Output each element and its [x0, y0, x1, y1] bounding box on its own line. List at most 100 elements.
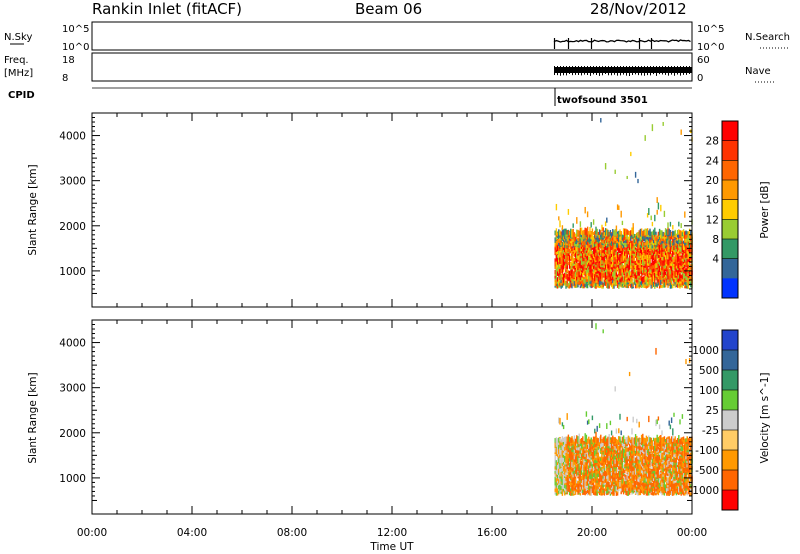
heatmap-cell [670, 437, 673, 442]
heatmap-cell [649, 488, 651, 494]
heatmap-cell [576, 452, 578, 460]
heatmap-cell [657, 448, 660, 452]
heatmap-cell [607, 452, 609, 457]
heatmap-cell [663, 267, 666, 272]
heatmap-cell [661, 273, 663, 280]
heatmap-cell [673, 270, 675, 274]
heatmap-cell [610, 250, 613, 254]
heatmap-cell [619, 229, 621, 235]
heatmap-cell [586, 254, 589, 261]
heatmap-cell [608, 243, 610, 251]
heatmap-cell [572, 471, 574, 475]
heatmap-cell [640, 280, 643, 286]
heatmap-cell [582, 250, 584, 259]
heatmap-cell [570, 262, 572, 266]
heatmap-cell [602, 437, 604, 443]
heatmap-cell [595, 441, 597, 447]
heatmap-cell [585, 475, 588, 480]
heatmap-cell [625, 437, 627, 443]
heatmap-cell [580, 264, 583, 269]
heatmap-cell [598, 468, 601, 474]
heatmap-cell [637, 232, 639, 236]
heatmap-cell [637, 240, 639, 244]
heatmap-cell [657, 202, 660, 210]
heatmap-cell [662, 244, 664, 249]
heatmap-cell [576, 239, 578, 245]
heatmap-cell [566, 233, 568, 237]
heatmap-cell [678, 264, 680, 269]
heatmap-cell [639, 451, 642, 460]
heatmap-cell [650, 449, 652, 453]
heatmap-cell [690, 259, 692, 263]
heatmap-cell [584, 438, 586, 443]
heatmap-cell [606, 482, 608, 488]
heatmap-cell [584, 274, 586, 280]
heatmap-cell [662, 236, 664, 242]
heatmap-cell [672, 491, 674, 496]
heatmap-cell [609, 255, 612, 259]
heatmap-cell [621, 452, 624, 457]
heatmap-cell [574, 447, 577, 454]
heatmap-cell [670, 253, 673, 258]
heatmap-cell [614, 275, 616, 283]
y-tick-label: 2000 [59, 221, 86, 233]
heatmap-cell [638, 245, 640, 250]
heatmap-cell [573, 270, 576, 279]
heatmap-cell [560, 245, 562, 253]
heatmap-cell [632, 242, 634, 246]
heatmap-cell [582, 463, 584, 472]
heatmap-cell [574, 438, 577, 442]
heatmap-cell [584, 488, 586, 496]
heatmap-cell [598, 250, 601, 254]
heatmap-cell [561, 271, 564, 275]
heatmap-cell [622, 443, 625, 449]
heatmap-cell [580, 441, 583, 449]
heatmap-cell [586, 243, 589, 249]
heatmap-cell [661, 271, 663, 277]
heatmap-cell [566, 456, 568, 464]
heatmap-cell [589, 456, 591, 464]
heatmap-cell [614, 487, 616, 492]
heatmap-cell [651, 124, 654, 132]
heatmap-cell [554, 456, 556, 461]
heatmap-cell [582, 447, 584, 451]
heatmap-cell [648, 415, 650, 423]
heatmap-cell [606, 236, 608, 240]
heatmap-cell [682, 242, 685, 251]
heatmap-cell [608, 265, 610, 270]
heatmap-cell [678, 251, 680, 257]
heatmap-cell [576, 464, 578, 468]
heatmap-cell [661, 437, 663, 445]
heatmap-cell [556, 244, 559, 251]
heatmap-cell [646, 228, 649, 236]
heatmap-cell [584, 451, 586, 457]
heatmap-cell [615, 240, 618, 248]
heatmap-cell [610, 451, 613, 455]
heatmap-cell [627, 240, 630, 245]
heatmap-cell [608, 240, 610, 247]
heatmap-cell [652, 444, 655, 450]
heatmap-cell [573, 238, 576, 243]
heatmap-cell [650, 491, 652, 495]
heatmap-cell [646, 254, 649, 259]
heatmap-cell [579, 243, 582, 247]
heatmap-cell [562, 263, 565, 269]
heatmap-cell [610, 233, 613, 238]
heatmap-cell [639, 487, 642, 494]
heatmap-cell [638, 451, 640, 457]
heatmap-cell [597, 487, 600, 492]
heatmap-cell [566, 237, 568, 242]
colorbar-tick-label: 24 [706, 155, 720, 167]
heatmap-cell [650, 479, 652, 487]
heatmap-cell [627, 230, 630, 235]
heatmap-cell [583, 480, 585, 486]
heatmap-cell [590, 249, 592, 255]
heatmap-cell [660, 275, 662, 280]
heatmap-cell [626, 229, 628, 235]
heatmap-cell [576, 229, 578, 237]
heatmap-cell [670, 232, 673, 236]
heatmap-cell [592, 235, 595, 240]
heatmap-cell [672, 251, 674, 256]
heatmap-cell [687, 239, 690, 246]
heatmap-cell [590, 253, 592, 258]
